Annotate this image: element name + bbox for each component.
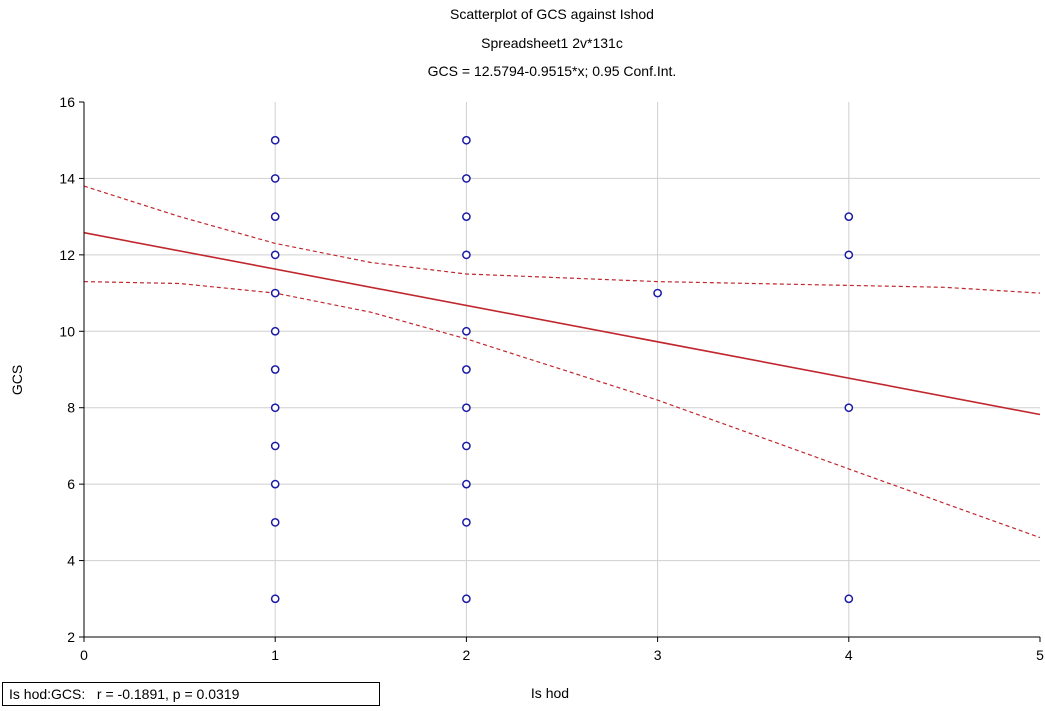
y-tick-label: 4 (67, 553, 75, 569)
chart-title: Scatterplot of GCS against Ishod (450, 6, 654, 22)
ci-lower-line (83, 281, 1041, 539)
data-point (462, 250, 471, 260)
confidence-bands (83, 185, 1041, 539)
y-tick-label: 16 (59, 94, 75, 110)
data-point (270, 326, 280, 336)
data-point (270, 288, 280, 298)
y-axis-label: GCS (9, 365, 25, 395)
y-tick-label: 2 (67, 629, 75, 645)
x-axis-label: Is hod (531, 685, 569, 701)
data-point (462, 212, 471, 221)
data-point (270, 135, 280, 145)
data-point (462, 594, 471, 604)
data-point (653, 288, 662, 298)
data-point (462, 174, 471, 183)
data-point (844, 594, 854, 604)
data-points (270, 135, 854, 604)
data-point (462, 441, 471, 451)
data-point (270, 594, 280, 604)
data-point (462, 518, 471, 527)
data-point (270, 479, 280, 489)
x-tick-label: 5 (1036, 647, 1044, 663)
x-tick-label: 1 (271, 647, 279, 663)
data-point (844, 212, 854, 221)
data-point (270, 441, 280, 451)
data-point (462, 479, 471, 489)
data-point (462, 135, 471, 145)
data-point (270, 212, 280, 221)
data-point (844, 250, 854, 260)
data-point (270, 250, 280, 260)
regression-line (83, 231, 1041, 416)
data-point (270, 403, 280, 413)
regression-line-group (83, 231, 1041, 416)
y-tick-label: 14 (59, 170, 75, 186)
y-tick-label: 8 (67, 400, 75, 416)
chart-equation: GCS = 12.5794-0.9515*x; 0.95 Conf.Int. (428, 63, 677, 79)
ci-upper-line (83, 185, 1041, 294)
chart-subtitle: Spreadsheet1 2v*131c (481, 35, 623, 51)
grid (84, 102, 1040, 637)
data-point (462, 326, 471, 336)
data-point (844, 403, 854, 413)
x-tick-label: 0 (80, 647, 88, 663)
data-point (270, 518, 280, 527)
data-point (462, 403, 471, 413)
correlation-stat-box: Is hod:GCS: r = -0.1891, p = 0.0319 (2, 682, 380, 706)
axes (79, 101, 1041, 642)
x-tick-label: 3 (654, 647, 662, 663)
y-tick-label: 12 (59, 247, 75, 263)
y-tick-label: 10 (59, 323, 75, 339)
x-tick-label: 4 (845, 647, 853, 663)
x-tick-label: 2 (463, 647, 471, 663)
y-tick-label: 6 (67, 476, 75, 492)
data-point (270, 365, 280, 374)
data-point (462, 365, 471, 374)
data-point (270, 174, 280, 183)
